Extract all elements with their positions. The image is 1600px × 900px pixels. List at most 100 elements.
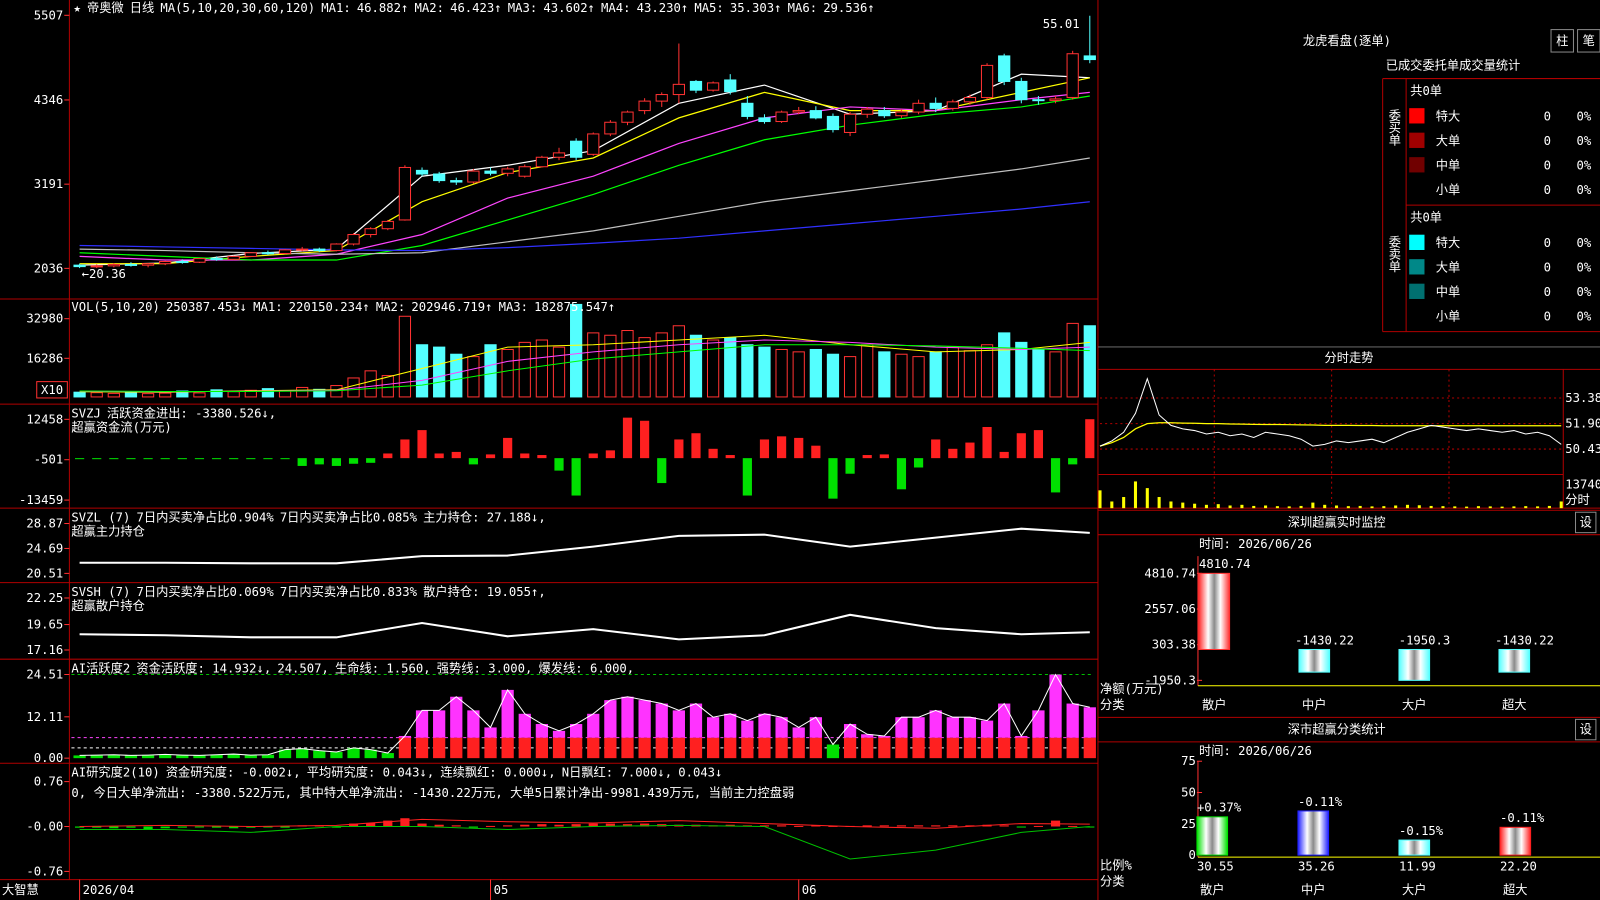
- y-tick-label: 0.00: [34, 751, 63, 765]
- volume-bar: [861, 344, 874, 398]
- legend-label: MA3:: [499, 300, 528, 314]
- activity-bar-base: [415, 737, 429, 759]
- volume-bar: [1015, 341, 1028, 398]
- indicator-bar: [1016, 826, 1026, 828]
- candle-body: [90, 265, 103, 268]
- volume-bar: [998, 332, 1011, 398]
- intraday-volume: [1228, 505, 1232, 509]
- indicator-bar: [777, 825, 787, 827]
- intraday-volume: [1488, 506, 1492, 509]
- star: ★: [73, 1, 81, 15]
- toggle-button-label[interactable]: 笔: [1583, 33, 1595, 48]
- activity-bar-base: [518, 737, 531, 759]
- toggle-button[interactable]: [1550, 29, 1574, 53]
- activity-bar-top: [775, 717, 788, 738]
- candle-body: [912, 102, 925, 113]
- volume-bar: [107, 392, 120, 398]
- indicator-bar: [725, 455, 735, 459]
- category-label: 中户: [1301, 882, 1325, 897]
- volume-bar: [501, 348, 514, 398]
- change-label: +0.37%: [1197, 801, 1242, 815]
- settings-button[interactable]: [1575, 511, 1597, 534]
- indicator-bar: [777, 436, 787, 459]
- y-tick-label: 0: [1189, 848, 1196, 862]
- indicator-bar: [246, 458, 256, 460]
- candle-body: [518, 166, 531, 177]
- candle-body: [552, 152, 566, 158]
- toggle-button-label[interactable]: 柱: [1556, 33, 1568, 48]
- indicator-bar: [896, 825, 907, 827]
- activity-bar-top: [604, 700, 617, 738]
- row-swatch: [1409, 181, 1425, 197]
- activity-bar-base: [467, 737, 480, 759]
- intraday-volume: [1216, 504, 1220, 509]
- activity-bar-base: [484, 737, 497, 759]
- volume-bar: [141, 393, 155, 398]
- candle-body: [330, 243, 343, 252]
- panel-title: 深圳超赢实时监控: [1288, 514, 1386, 529]
- settings-button-label[interactable]: 设: [1580, 723, 1592, 737]
- volume-bar: [552, 346, 566, 398]
- axis-label: 净额(万元): [1100, 682, 1164, 696]
- order-total: 共0单: [1410, 210, 1442, 224]
- unit-box: [36, 381, 68, 399]
- activity-bar-base: [570, 737, 583, 759]
- indicator-bar: [109, 458, 119, 460]
- indicator-bar: [126, 826, 136, 828]
- intraday-volume: [1358, 505, 1362, 509]
- indicator-bar: [160, 458, 170, 460]
- volume-bar: [227, 391, 240, 398]
- y-tick-label: 2036: [34, 261, 63, 275]
- legend-value: 220150.234↑: [289, 300, 370, 314]
- change-label: -0.11%: [1298, 795, 1343, 809]
- indicator-bar: [160, 826, 170, 829]
- brand: 大智慧: [2, 882, 39, 897]
- activity-bar-base: [535, 737, 549, 759]
- indicator-bar: [879, 454, 889, 459]
- unit-label: X10: [41, 383, 63, 397]
- indicator-bar: [177, 826, 187, 828]
- legend-value: 43.230↑: [637, 1, 689, 15]
- candle-body: [535, 156, 549, 168]
- volume-bar: [724, 337, 737, 398]
- indicator-bar: [794, 437, 804, 459]
- activity-bar-top: [861, 734, 874, 738]
- legend-label: MA2:: [376, 300, 405, 314]
- legend-value: 7日内买卖净占比0.069%: [136, 584, 274, 599]
- activity-bar: [381, 753, 394, 759]
- row-swatch: [1409, 308, 1425, 324]
- toggle-button[interactable]: [1577, 29, 1600, 53]
- volume-bar: [741, 344, 754, 398]
- indicator-bar: [177, 458, 187, 460]
- intraday-volume: [1264, 505, 1268, 509]
- candle-body: [758, 117, 771, 123]
- volume-bar: [843, 356, 857, 398]
- volume-bar: [775, 348, 788, 398]
- intraday-volume: [1252, 505, 1256, 509]
- ma-line: [79, 201, 1090, 252]
- legend-value: 24.507,: [277, 661, 329, 675]
- legend-label: MA4:: [601, 1, 630, 15]
- indicator-name: AI研究度2(10): [71, 764, 159, 779]
- high-price-label: 55.01: [1043, 17, 1080, 31]
- indicator-bar: [451, 451, 461, 459]
- activity-bar-top: [535, 724, 549, 738]
- axis-label: 分类: [1100, 875, 1124, 889]
- activity-bar-base: [655, 737, 668, 759]
- indicator-bar: [468, 826, 478, 828]
- row-swatch: [1409, 234, 1425, 250]
- legend-value: 活跃资金进出: -3380.526↓,: [107, 405, 276, 420]
- legend-value: 35.303↑: [730, 1, 782, 15]
- intraday-volume: [1193, 503, 1197, 509]
- activity-bar-base: [587, 737, 600, 759]
- volume-bar: [398, 315, 412, 398]
- intraday-volume: [1240, 504, 1244, 509]
- settings-button[interactable]: [1575, 718, 1597, 741]
- candle-body: [604, 121, 617, 135]
- y-tick-label: 51.90: [1565, 417, 1600, 431]
- row-name: 特大: [1436, 235, 1460, 250]
- activity-bar-top: [655, 703, 668, 738]
- avg-price-line: [1099, 422, 1562, 447]
- indicator-bar: [331, 458, 342, 466]
- settings-button-label[interactable]: 设: [1580, 515, 1592, 529]
